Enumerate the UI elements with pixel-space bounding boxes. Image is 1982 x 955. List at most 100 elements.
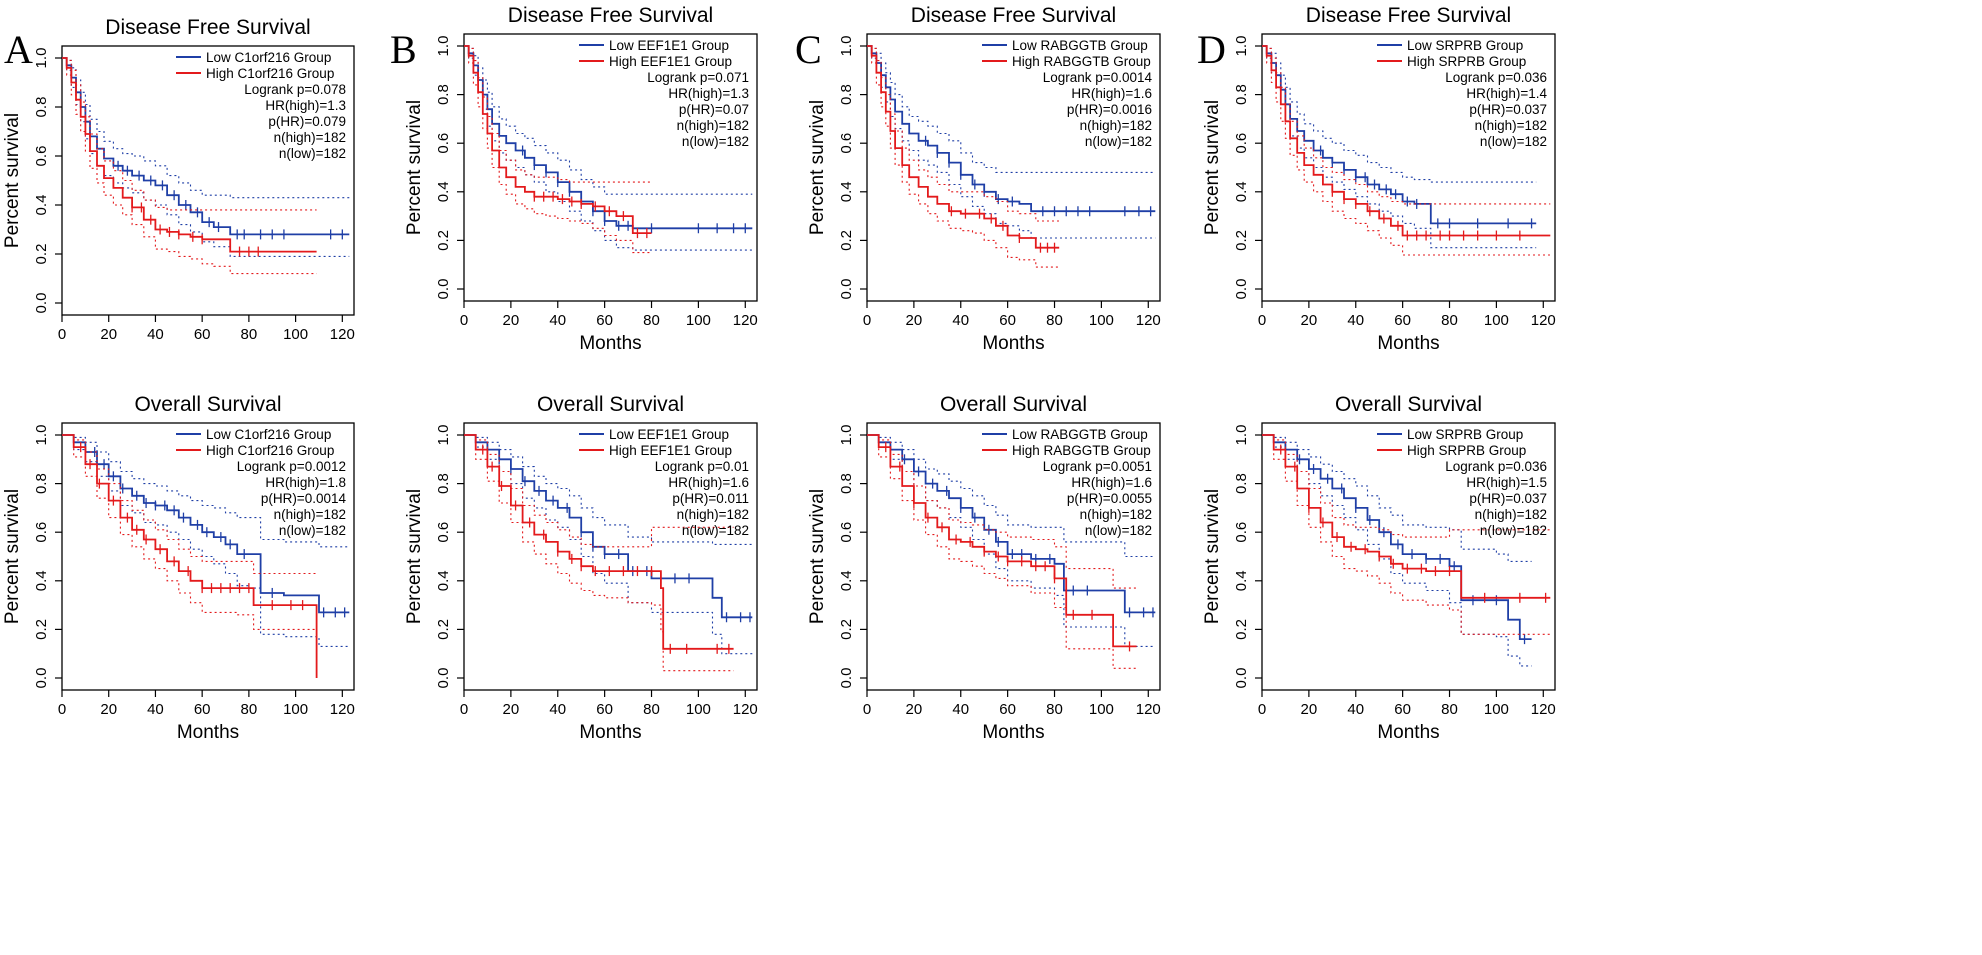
ci-lower-line <box>464 45 652 254</box>
x-tick-label: 20 <box>1301 312 1318 329</box>
legend-entry: High EEF1E1 Group <box>609 443 732 458</box>
x-tick-label: 40 <box>147 701 164 718</box>
y-tick-label: 0.4 <box>1233 570 1250 591</box>
x-axis-label: Months <box>579 722 641 743</box>
x-tick-label: 0 <box>863 701 871 718</box>
legend-stat: n(low)=182 <box>682 523 749 538</box>
y-tick-label: 0.4 <box>838 181 855 202</box>
x-tick-label: 60 <box>1394 312 1411 329</box>
plot-frame <box>463 422 758 691</box>
y-tick-label: 0.8 <box>435 84 452 105</box>
x-tick-label: 120 <box>1136 312 1161 329</box>
x-tick-label: 120 <box>1531 312 1556 329</box>
legend-entry: High RABGGTB Group <box>1012 443 1151 458</box>
y-tick-label: 0.0 <box>1233 279 1250 300</box>
y-tick-label: 1.0 <box>1233 36 1250 57</box>
legend-stat: p(HR)=0.037 <box>1469 102 1547 117</box>
legend-stat: Logrank p=0.0012 <box>237 459 346 474</box>
y-axis-label: Percent survival <box>2 489 23 624</box>
legend-stat: HR(high)=1.8 <box>265 475 346 490</box>
x-tick-label: 80 <box>643 312 660 329</box>
legend-stat: HR(high)=1.6 <box>668 475 749 490</box>
x-tick-label: 0 <box>460 701 468 718</box>
x-tick-label: 40 <box>549 701 566 718</box>
y-tick-label: 1.0 <box>435 425 452 446</box>
y-tick-label: 0.0 <box>33 293 50 314</box>
legend-stat: Logrank p=0.078 <box>244 82 346 97</box>
legend-stat: Logrank p=0.01 <box>655 459 749 474</box>
legend-stat: n(high)=182 <box>1080 118 1152 133</box>
panel-letter-c: C <box>795 27 822 72</box>
y-tick-label: 0.8 <box>838 473 855 494</box>
legend-stat: p(HR)=0.0014 <box>261 491 347 506</box>
x-tick-label: 40 <box>549 312 566 329</box>
chart-title: Overall Survival <box>134 393 281 416</box>
panel-D-os: Overall Survival 0 20 40 60 80 100 120 0.0 0.2 0.4… <box>1202 393 1556 743</box>
legend-stat: n(high)=182 <box>274 130 346 145</box>
legend-entry: High C1orf216 Group <box>206 443 334 458</box>
legend-stat: p(HR)=0.037 <box>1469 491 1547 506</box>
ci-upper-line <box>464 45 652 183</box>
y-tick-label: 1.0 <box>838 36 855 57</box>
legend-stat: HR(high)=1.6 <box>1071 475 1152 490</box>
legend-stat: n(high)=182 <box>1475 118 1547 133</box>
survival-curve <box>62 434 350 614</box>
y-axis-label: Percent survival <box>807 100 828 235</box>
x-tick-label: 60 <box>194 326 211 343</box>
x-tick-label: 40 <box>1347 312 1364 329</box>
x-tick-label: 80 <box>1441 312 1458 329</box>
y-tick-label: 0.0 <box>33 668 50 689</box>
x-tick-label: 0 <box>1258 701 1266 718</box>
ci-lower-line <box>1262 45 1551 256</box>
x-tick-label: 20 <box>503 701 520 718</box>
series-high <box>867 434 1137 669</box>
legend-stat: p(HR)=0.0055 <box>1067 491 1152 506</box>
panel-C-os: Overall Survival 0 20 40 60 80 100 120 0.0 0.2 0.4… <box>807 393 1161 743</box>
x-axis-label: Months <box>1377 722 1439 743</box>
plot-frame <box>61 45 355 316</box>
panel-letter-a: A <box>4 27 33 72</box>
y-tick-label: 1.0 <box>33 48 50 69</box>
ci-lower-line <box>62 434 350 647</box>
series-high <box>464 434 734 672</box>
legend-stat: Logrank p=0.0051 <box>1043 459 1152 474</box>
x-tick-label: 100 <box>1089 701 1114 718</box>
survival-curve <box>62 434 318 678</box>
legend-stat: HR(high)=1.6 <box>1071 86 1152 101</box>
x-tick-label: 0 <box>460 312 468 329</box>
plot-frame <box>463 33 758 302</box>
y-axis-label: Percent survival <box>807 489 828 624</box>
panel-letter-d: D <box>1197 27 1226 72</box>
x-tick-label: 40 <box>147 326 164 343</box>
plot-frame <box>61 422 355 691</box>
legend-stat: n(low)=182 <box>1480 523 1547 538</box>
y-tick-label: 1.0 <box>1233 425 1250 446</box>
y-axis-label: Percent survival <box>404 489 425 624</box>
series-low <box>62 434 350 647</box>
x-tick-label: 80 <box>1441 701 1458 718</box>
survival-curve <box>62 57 350 236</box>
legend-stat: n(high)=182 <box>1080 507 1152 522</box>
chart-title: Overall Survival <box>940 393 1087 416</box>
y-tick-label: 1.0 <box>33 425 50 446</box>
x-tick-label: 20 <box>503 312 520 329</box>
y-tick-label: 0.4 <box>435 570 452 591</box>
x-tick-label: 120 <box>733 312 758 329</box>
series-high <box>867 45 1060 268</box>
legend-stat: n(high)=182 <box>677 118 749 133</box>
legend-stat: p(HR)=0.011 <box>672 491 749 506</box>
x-tick-label: 100 <box>283 701 308 718</box>
y-tick-label: 0.6 <box>435 133 452 154</box>
x-tick-label: 80 <box>643 701 660 718</box>
legend-entry: High SRPRB Group <box>1407 443 1526 458</box>
x-tick-label: 120 <box>1136 701 1161 718</box>
y-tick-label: 0.4 <box>435 181 452 202</box>
ci-lower-line <box>464 434 734 672</box>
y-tick-label: 0.4 <box>838 570 855 591</box>
x-tick-label: 120 <box>733 701 758 718</box>
x-tick-label: 100 <box>1484 312 1509 329</box>
panel-letter-b: B <box>390 27 417 72</box>
y-tick-label: 0.8 <box>1233 473 1250 494</box>
x-tick-label: 120 <box>1531 701 1556 718</box>
